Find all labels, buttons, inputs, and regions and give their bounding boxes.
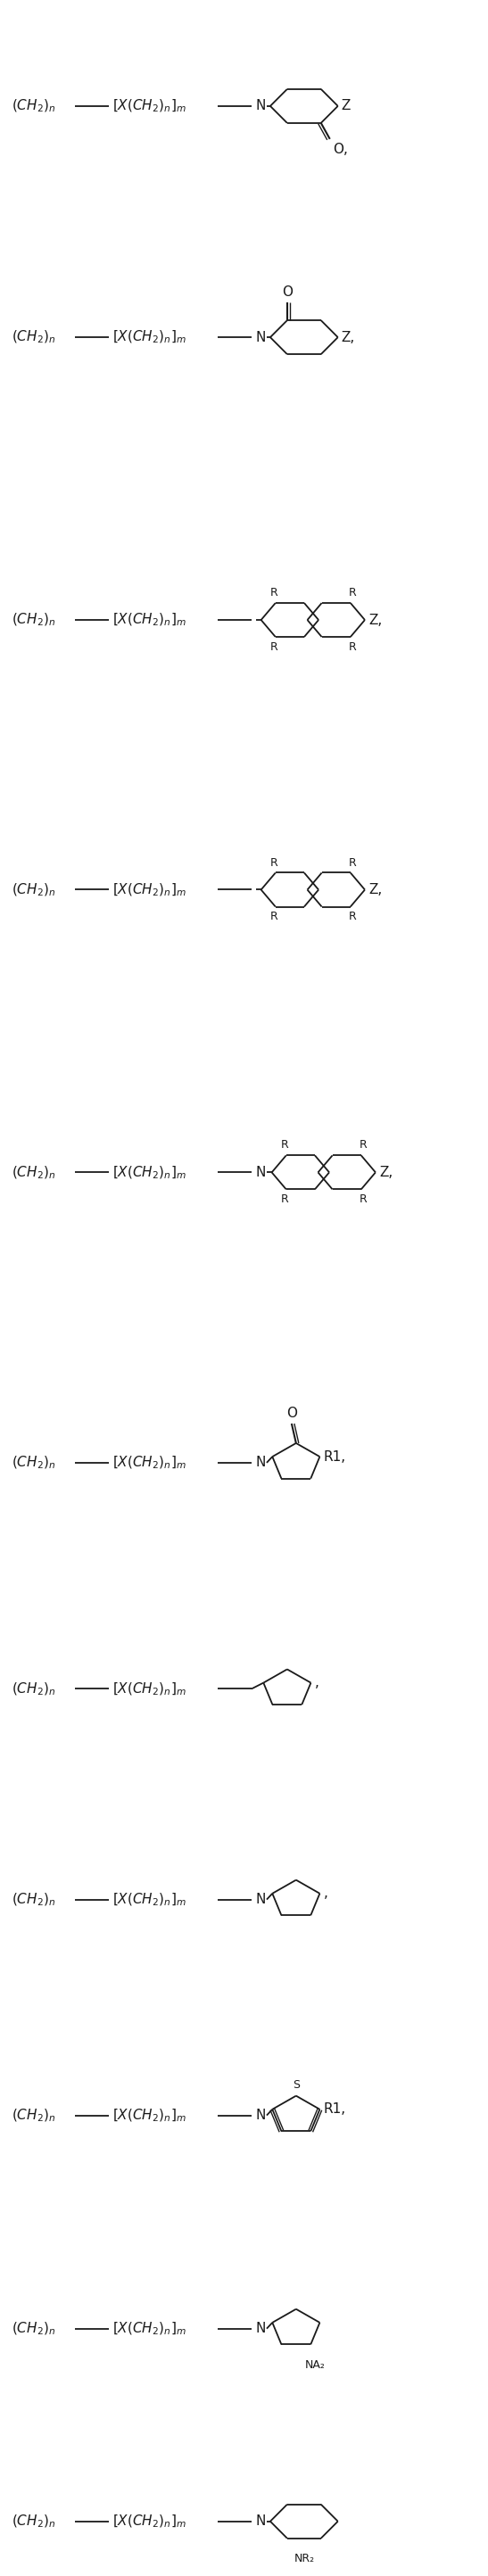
- Text: $[X(CH_2)_n]_m$: $[X(CH_2)_n]_m$: [113, 1455, 186, 1471]
- Text: N: N: [256, 100, 266, 113]
- Text: Z: Z: [342, 100, 351, 113]
- Text: $[X(CH_2)_n]_m$: $[X(CH_2)_n]_m$: [113, 2321, 186, 2336]
- Text: $[X(CH_2)_n]_m$: $[X(CH_2)_n]_m$: [113, 1680, 186, 1698]
- Text: $[X(CH_2)_n]_m$: $[X(CH_2)_n]_m$: [113, 881, 186, 899]
- Text: R: R: [270, 641, 278, 652]
- Text: N: N: [256, 1893, 266, 1906]
- Text: ,: ,: [314, 1677, 319, 1690]
- Text: $(CH_2)_n$: $(CH_2)_n$: [11, 98, 56, 113]
- Text: R: R: [270, 912, 278, 922]
- Text: $[X(CH_2)_n]_m$: $[X(CH_2)_n]_m$: [113, 611, 186, 629]
- Text: Z,: Z,: [368, 884, 382, 896]
- Text: N: N: [256, 1167, 266, 1180]
- Text: NR₂: NR₂: [294, 2553, 314, 2563]
- Text: R: R: [281, 1193, 288, 1206]
- Text: R: R: [348, 587, 356, 598]
- Text: S: S: [292, 2079, 300, 2092]
- Text: $(CH_2)_n$: $(CH_2)_n$: [11, 1455, 56, 1471]
- Text: N: N: [256, 2514, 266, 2527]
- Text: R: R: [348, 641, 356, 652]
- Text: O: O: [282, 286, 292, 299]
- Text: $[X(CH_2)_n]_m$: $[X(CH_2)_n]_m$: [113, 2107, 186, 2123]
- Text: N: N: [256, 2110, 266, 2123]
- Text: R: R: [348, 912, 356, 922]
- Text: $(CH_2)_n$: $(CH_2)_n$: [11, 881, 56, 899]
- Text: R: R: [281, 1139, 288, 1151]
- Text: O,: O,: [332, 142, 347, 157]
- Text: R1,: R1,: [324, 2102, 346, 2115]
- Text: R: R: [270, 858, 278, 868]
- Text: Z,: Z,: [368, 613, 382, 626]
- Text: $(CH_2)_n$: $(CH_2)_n$: [11, 2321, 56, 2336]
- Text: Z,: Z,: [342, 330, 355, 345]
- Text: R: R: [348, 858, 356, 868]
- Text: N: N: [256, 1455, 266, 1468]
- Text: $[X(CH_2)_n]_m$: $[X(CH_2)_n]_m$: [113, 98, 186, 113]
- Text: R1,: R1,: [324, 1450, 346, 1463]
- Text: $[X(CH_2)_n]_m$: $[X(CH_2)_n]_m$: [113, 330, 186, 345]
- Text: Z,: Z,: [379, 1167, 393, 1180]
- Text: $(CH_2)_n$: $(CH_2)_n$: [11, 1164, 56, 1180]
- Text: $(CH_2)_n$: $(CH_2)_n$: [11, 2107, 56, 2123]
- Text: N: N: [256, 2321, 266, 2336]
- Text: $(CH_2)_n$: $(CH_2)_n$: [11, 2514, 56, 2530]
- Text: ,: ,: [324, 1886, 327, 1901]
- Text: R: R: [359, 1193, 367, 1206]
- Text: $[X(CH_2)_n]_m$: $[X(CH_2)_n]_m$: [113, 1164, 186, 1180]
- Text: $(CH_2)_n$: $(CH_2)_n$: [11, 1680, 56, 1698]
- Text: $(CH_2)_n$: $(CH_2)_n$: [11, 1891, 56, 1909]
- Text: $(CH_2)_n$: $(CH_2)_n$: [11, 611, 56, 629]
- Text: R: R: [359, 1139, 367, 1151]
- Text: $[X(CH_2)_n]_m$: $[X(CH_2)_n]_m$: [113, 1891, 186, 1909]
- Text: $[X(CH_2)_n]_m$: $[X(CH_2)_n]_m$: [113, 2514, 186, 2530]
- Text: NA₂: NA₂: [305, 2360, 325, 2370]
- Text: O: O: [286, 1406, 297, 1419]
- Text: R: R: [270, 587, 278, 598]
- Text: $(CH_2)_n$: $(CH_2)_n$: [11, 330, 56, 345]
- Text: N: N: [256, 330, 266, 345]
